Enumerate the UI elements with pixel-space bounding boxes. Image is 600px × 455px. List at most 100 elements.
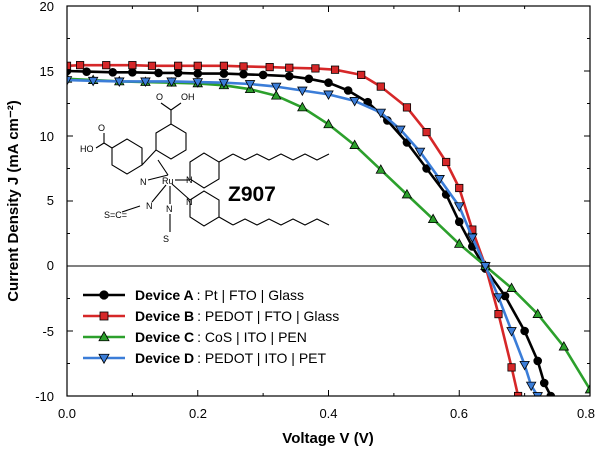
- data-point: [147, 61, 157, 70]
- legend-label: Device B: [135, 308, 194, 324]
- data-point: [166, 77, 177, 88]
- pyridine-ring: [189, 152, 220, 189]
- data-point: [218, 78, 230, 89]
- data-point: [98, 330, 110, 342]
- molecule-label: Z907: [228, 183, 276, 206]
- data-point: [520, 326, 529, 336]
- molecule-atoms: OH O O HO Ru N N N N N S=C= S: [80, 92, 195, 244]
- data-point: [558, 340, 570, 351]
- data-point: [174, 61, 183, 70]
- bond: [170, 102, 182, 111]
- data-point: [285, 63, 294, 72]
- data-point: [454, 217, 464, 227]
- atom-label: N: [146, 201, 153, 211]
- bond: [147, 174, 169, 181]
- alkyl-chain: [232, 153, 330, 161]
- bond: [160, 102, 172, 111]
- data-point: [239, 62, 248, 71]
- atom-label: O: [98, 123, 105, 133]
- data-point: [375, 164, 387, 174]
- data-point: [343, 86, 353, 95]
- molecule-structure: [95, 102, 330, 232]
- data-point: [455, 183, 464, 193]
- atom-label: N: [140, 177, 147, 187]
- y-tick-label: 10: [40, 129, 54, 144]
- data-point: [480, 262, 491, 272]
- series-line: [67, 63, 520, 396]
- data-point: [533, 356, 543, 366]
- data-point: [422, 128, 431, 137]
- data-point: [82, 67, 91, 76]
- atom-label: Ru: [162, 176, 174, 186]
- data-point: [67, 61, 72, 70]
- data-point: [258, 70, 268, 80]
- data-point: [108, 67, 118, 77]
- data-point: [442, 157, 451, 167]
- atom-label: N: [186, 175, 193, 185]
- bond: [151, 184, 167, 203]
- data-point: [514, 391, 523, 396]
- atom-label: N: [186, 197, 193, 207]
- data-point: [193, 61, 202, 70]
- data-point: [270, 82, 282, 93]
- legend-item: Device D : PEDOT | ITO | PET: [83, 350, 326, 366]
- data-point: [375, 108, 387, 119]
- data-point: [99, 290, 109, 300]
- data-point: [244, 80, 256, 90]
- data-point: [265, 63, 274, 72]
- data-point: [376, 82, 385, 91]
- data-point: [114, 77, 125, 88]
- bond: [141, 149, 157, 166]
- data-point: [323, 118, 334, 129]
- data-point: [67, 76, 73, 86]
- data-point: [532, 308, 543, 318]
- series-3: [67, 73, 590, 394]
- y-tick-label: 20: [40, 0, 54, 14]
- data-point: [99, 311, 109, 321]
- data-point: [525, 381, 537, 392]
- data-point: [532, 392, 543, 396]
- pyridine-ring: [155, 123, 187, 160]
- data-point: [297, 101, 308, 112]
- data-point: [519, 360, 530, 371]
- data-point: [297, 86, 308, 97]
- data-point: [128, 61, 137, 70]
- legend-description: : CoS | ITO | PEN: [197, 329, 307, 345]
- bond: [157, 159, 169, 176]
- data-point: [453, 202, 465, 212]
- data-point: [324, 78, 333, 88]
- data-point: [98, 353, 110, 365]
- series-line: [67, 78, 539, 396]
- plot-area: OH O O HO Ru N N N N N S=C= S Z907 Devic…: [66, 5, 591, 397]
- x-tick-label: 0.8: [577, 406, 595, 421]
- data-point: [506, 327, 517, 337]
- data-point: [506, 282, 517, 292]
- y-axis-label: Current Density J (mA cm⁻²): [5, 100, 22, 302]
- data-point: [357, 70, 366, 79]
- data-point: [192, 78, 204, 88]
- data-point: [102, 61, 111, 70]
- pyridine-ring: [111, 138, 143, 175]
- bond: [218, 153, 234, 163]
- bond: [95, 142, 105, 149]
- y-tick-label: 0: [47, 258, 54, 273]
- legend-label: Device C: [135, 329, 194, 345]
- atom-label: HO: [80, 144, 94, 154]
- legend-description: : Pt | FTO | Glass: [197, 287, 304, 303]
- data-point: [304, 74, 314, 84]
- x-tick-label: 0.4: [319, 406, 337, 421]
- legend-description: : PEDOT | FTO | Glass: [197, 308, 339, 324]
- x-tick-label: 0.6: [450, 406, 468, 421]
- legend-item: Device B : PEDOT | FTO | Glass: [83, 308, 339, 324]
- data-point: [349, 139, 360, 149]
- x-tick-label: 0.0: [58, 406, 76, 421]
- data-point: [270, 90, 282, 100]
- data-point: [453, 238, 465, 248]
- data-point: [584, 383, 590, 394]
- x-tick-label: 0.2: [189, 406, 207, 421]
- data-point: [219, 69, 229, 78]
- legend-label: Device A: [135, 287, 194, 303]
- bond: [171, 183, 191, 201]
- y-tick-label: 5: [47, 193, 54, 208]
